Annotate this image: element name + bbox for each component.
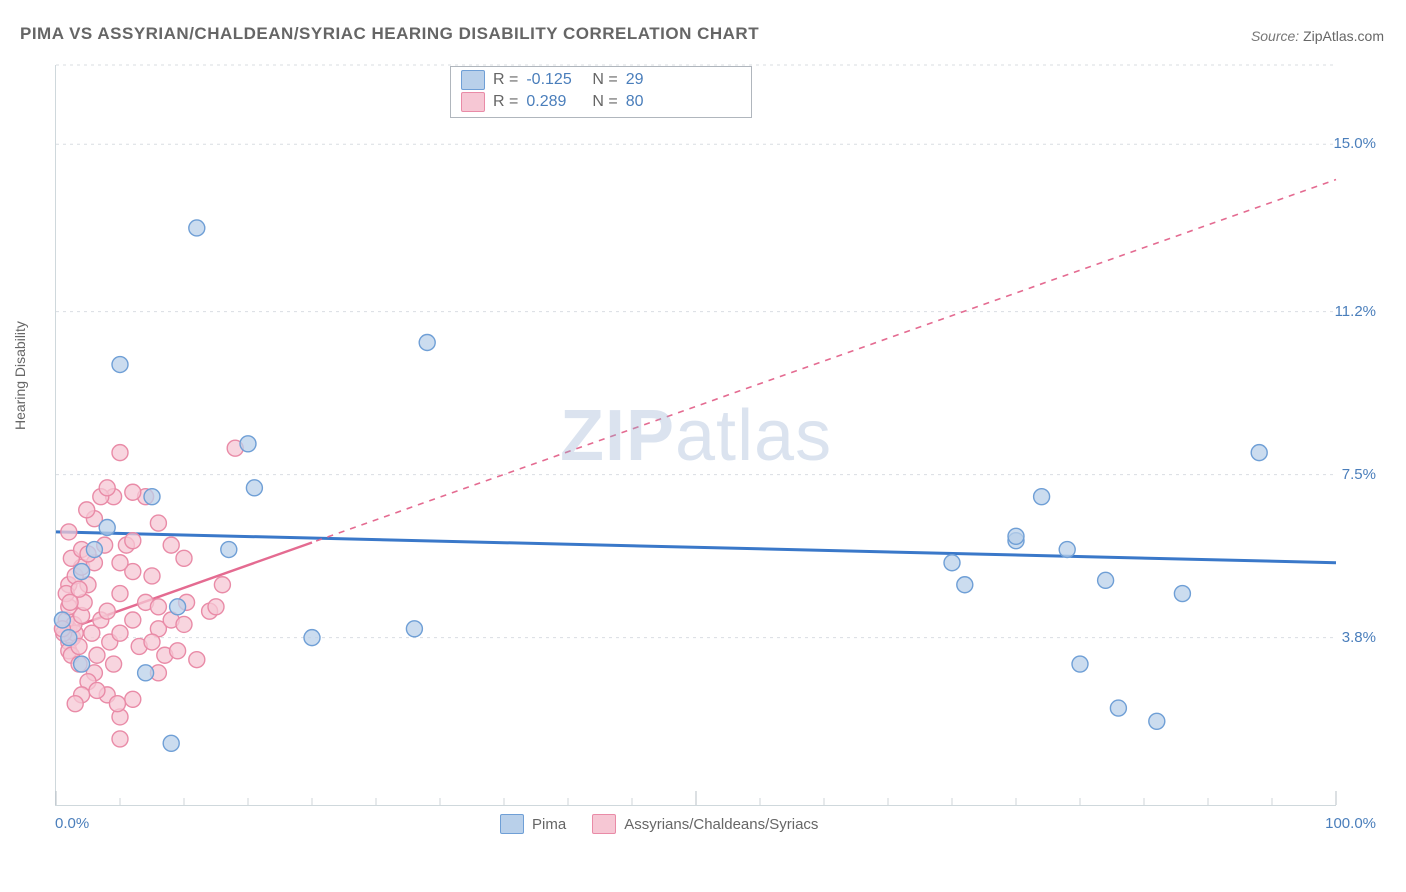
y-tick-label: 15.0%	[1333, 135, 1376, 152]
stat-r-value-pima: -0.125	[526, 71, 584, 89]
legend-label-acs: Assyrians/Chaldeans/Syriacs	[624, 816, 818, 833]
y-tick-label: 11.2%	[1335, 303, 1376, 320]
stat-r-label: R =	[493, 71, 518, 89]
stat-r-value-acs: 0.289	[526, 93, 584, 111]
stat-n-value-acs: 80	[626, 93, 684, 111]
stat-n-label: N =	[592, 93, 617, 111]
plot-area	[55, 65, 1336, 806]
plot-svg	[56, 65, 1336, 805]
stat-r-label: R =	[493, 93, 518, 111]
stat-n-label: N =	[592, 71, 617, 89]
legend-swatch-pima	[500, 814, 524, 834]
legend-label-pima: Pima	[532, 816, 566, 833]
source-label: Source:	[1251, 28, 1299, 44]
y-axis-label: Hearing Disability	[12, 321, 28, 430]
stats-legend-box: R = -0.125 N = 29 R = 0.289 N = 80	[450, 66, 752, 118]
stats-row-acs: R = 0.289 N = 80	[461, 91, 741, 113]
bottom-legend: Pima Assyrians/Chaldeans/Syriacs	[500, 814, 818, 834]
legend-swatch-acs	[592, 814, 616, 834]
x-axis-min-label: 0.0%	[55, 815, 89, 832]
legend-item-acs: Assyrians/Chaldeans/Syriacs	[592, 814, 818, 834]
source-value: ZipAtlas.com	[1303, 28, 1384, 44]
x-axis-max-label: 100.0%	[1325, 815, 1376, 832]
chart-container: PIMA VS ASSYRIAN/CHALDEAN/SYRIAC HEARING…	[0, 0, 1406, 892]
y-tick-label: 3.8%	[1342, 629, 1376, 646]
chart-title: PIMA VS ASSYRIAN/CHALDEAN/SYRIAC HEARING…	[20, 24, 759, 44]
stats-row-pima: R = -0.125 N = 29	[461, 69, 741, 91]
legend-swatch-acs	[461, 92, 485, 112]
source-attribution: Source: ZipAtlas.com	[1251, 28, 1384, 44]
legend-item-pima: Pima	[500, 814, 566, 834]
y-tick-label: 7.5%	[1342, 466, 1376, 483]
stat-n-value-pima: 29	[626, 71, 684, 89]
legend-swatch-pima	[461, 70, 485, 90]
